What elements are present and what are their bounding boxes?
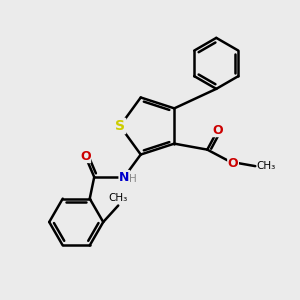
Text: N: N (119, 170, 129, 184)
Text: H: H (129, 173, 136, 184)
Text: O: O (228, 157, 238, 169)
Text: CH₃: CH₃ (257, 161, 276, 171)
Text: O: O (212, 124, 223, 136)
Text: CH₃: CH₃ (109, 193, 128, 202)
Text: O: O (80, 149, 91, 163)
Text: S: S (115, 119, 125, 133)
